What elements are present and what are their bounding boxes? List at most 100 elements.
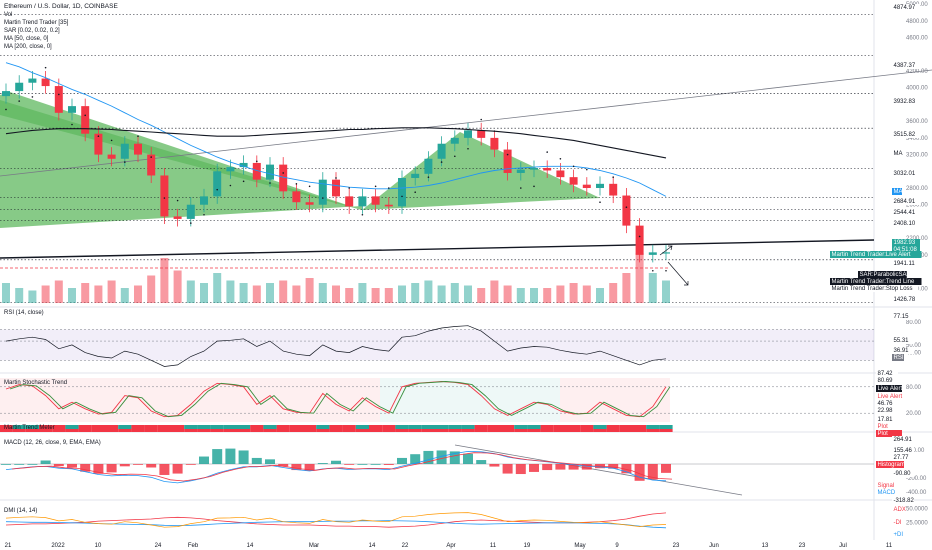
meter-title[interactable]: Martin Trend Meter	[4, 425, 55, 431]
macd-histogram-bar	[199, 456, 209, 464]
price-tag-bg	[892, 62, 920, 69]
stoch-tag-bg	[876, 370, 898, 377]
macd-tag-bg	[892, 454, 914, 461]
sar-dot	[242, 180, 245, 183]
meter-cell-bottom	[395, 429, 409, 432]
volume-bar	[411, 283, 420, 303]
meter-cell-bottom	[461, 429, 475, 432]
macd-histogram-bar	[225, 448, 236, 464]
meter-cell-bottom	[382, 429, 396, 432]
sar-dot	[467, 147, 469, 150]
indicator-sar[interactable]: SAR [0.02, 0.02, 0.2]	[4, 28, 60, 34]
meter-cell-top	[329, 425, 343, 429]
indicator-vol[interactable]: Vol	[4, 12, 13, 18]
meter-cell-top	[105, 425, 119, 429]
sar-dot	[612, 176, 614, 178]
stoch-tag: 22.98	[878, 408, 894, 414]
macd-histogram-bar	[515, 464, 526, 475]
meter-cell-bottom	[39, 429, 53, 432]
volume-bar	[28, 290, 37, 303]
candle-body	[424, 158, 433, 174]
trend-meter-pane	[0, 425, 673, 432]
meter-cell-top	[263, 425, 277, 429]
macd-tag: MACD	[878, 490, 896, 496]
stoch-tag-bg	[876, 416, 898, 423]
sar-dot	[586, 168, 588, 171]
time-axis-label: 14	[369, 543, 376, 549]
dmi-tick-label: 25.0000	[906, 520, 928, 526]
indicator-martin-trend-trader[interactable]: Martin Trend Trader [35]	[4, 20, 69, 26]
candle-body	[503, 149, 512, 173]
macd-title[interactable]: MACD (12, 26, close, 9, EMA, EMA)	[4, 440, 101, 446]
macd-histogram-bar	[106, 464, 117, 473]
meter-cell-bottom	[593, 429, 607, 432]
price-tag: 1982.93	[894, 240, 916, 246]
indicator-ma200[interactable]: MA [200, close, 0]	[4, 44, 52, 50]
meter-cell-bottom	[659, 429, 673, 432]
meter-cell-top	[25, 425, 39, 429]
stoch-d-line	[5, 381, 667, 418]
side-label: SAR:ParabolicSAR	[860, 272, 912, 278]
macd-histogram-bar	[212, 449, 223, 464]
volume-bar	[54, 280, 63, 303]
rising-trend-line	[0, 69, 932, 177]
candle-body	[213, 171, 222, 197]
volume-bar	[635, 253, 644, 303]
macd-histogram-bar	[291, 464, 302, 471]
volume-bar	[622, 273, 631, 303]
sar-dot	[625, 206, 628, 209]
volume-bar	[503, 285, 512, 303]
time-axis-label: Jun	[709, 543, 719, 549]
price-tick-label: 3200.00	[906, 153, 928, 159]
meter-cell-top	[487, 425, 501, 429]
candle-body	[134, 143, 142, 155]
meter-cell-bottom	[435, 429, 449, 432]
sar-dot	[282, 172, 285, 174]
meter-cell-top	[0, 425, 13, 429]
volume-bar	[358, 283, 367, 303]
meter-cell-top	[65, 425, 79, 429]
volume-bar	[94, 285, 103, 303]
indicator-ma50[interactable]: MA [50, close, 0]	[4, 36, 49, 42]
macd-tag: -318.82	[894, 498, 915, 504]
sar-dot	[335, 177, 337, 179]
meter-cell-top	[355, 425, 369, 429]
side-label-bg	[858, 271, 907, 278]
forecast-down-arrow	[667, 261, 689, 286]
candle-body	[596, 183, 604, 189]
price-tag-bg	[892, 98, 920, 105]
candle-body	[635, 225, 644, 255]
price-tag-bg	[892, 296, 920, 303]
price-tag: MA	[894, 151, 903, 157]
candle-body	[160, 175, 169, 217]
rsi-band	[0, 329, 874, 361]
candle-body	[318, 179, 327, 205]
stoch-title[interactable]: Martin Stochastic Trend	[4, 380, 68, 386]
meter-cell-top	[421, 425, 435, 429]
meter-cell-bottom	[646, 429, 660, 432]
rsi-title[interactable]: RSI (14, close)	[4, 310, 44, 316]
sar-dot	[190, 222, 192, 224]
meter-cell-top	[131, 425, 145, 429]
meter-cell-bottom	[223, 429, 237, 432]
price-tag-bg	[892, 246, 920, 253]
macd-tag-bg	[892, 470, 914, 477]
sar-dot	[295, 183, 298, 185]
meter-cell-bottom	[250, 429, 264, 432]
candle-body	[226, 167, 235, 172]
macd-histogram-bar	[331, 460, 341, 464]
macd-histogram-bar	[634, 464, 645, 481]
stoch-bg-bear	[0, 378, 380, 422]
candle-body	[662, 252, 670, 254]
candle-body	[450, 137, 459, 144]
meter-cell-bottom	[303, 429, 317, 432]
meter-cell-top	[118, 425, 132, 429]
candle-body	[292, 191, 301, 203]
meter-cell-bottom	[52, 429, 66, 432]
candle-body	[464, 130, 472, 138]
volume-bar	[398, 285, 406, 303]
candle-body	[186, 204, 195, 219]
stoch-tag-bg	[876, 400, 898, 407]
dmi-title[interactable]: DMI (14, 14)	[4, 508, 38, 514]
